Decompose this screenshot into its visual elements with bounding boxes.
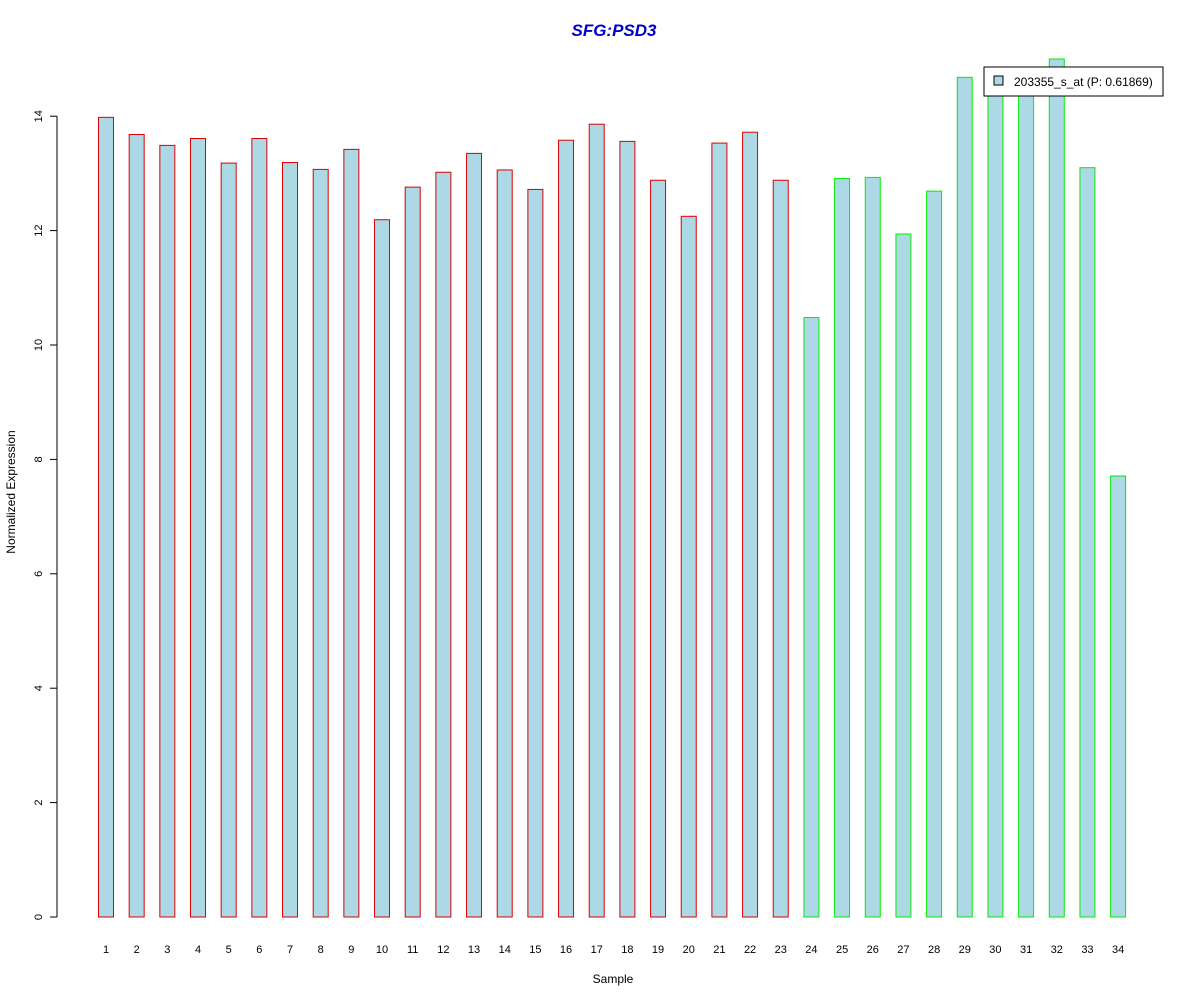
- x-tick-label: 17: [591, 944, 603, 956]
- bar: [220, 162, 237, 918]
- x-tick-label: 29: [959, 944, 971, 956]
- x-tick-label: 10: [376, 944, 388, 956]
- legend-swatch: [993, 75, 1004, 86]
- bar: [374, 219, 391, 918]
- x-tick-label: 12: [437, 944, 449, 956]
- y-tick-label: 14: [33, 110, 45, 122]
- bar: [435, 171, 452, 918]
- x-tick-label: 30: [989, 944, 1001, 956]
- x-tick-label: 15: [529, 944, 541, 956]
- x-tick-label: 9: [348, 944, 354, 956]
- bar: [190, 138, 207, 918]
- x-tick-label: 28: [928, 944, 940, 956]
- bar: [956, 76, 973, 918]
- bar: [558, 139, 575, 918]
- y-tick-label: 10: [33, 339, 45, 351]
- x-axis-title: Sample: [593, 972, 634, 986]
- legend-label: 203355_s_at (P: 0.61869): [1014, 75, 1153, 89]
- bar: [1110, 475, 1127, 918]
- x-tick-label: 27: [897, 944, 909, 956]
- x-tick-label: 4: [195, 944, 201, 956]
- x-tick-label: 22: [744, 944, 756, 956]
- y-tick-label: 2: [33, 800, 45, 806]
- bar: [128, 134, 145, 918]
- x-tick-label: 33: [1081, 944, 1093, 956]
- bars: [98, 58, 1127, 918]
- bar: [282, 162, 299, 918]
- y-tick-label: 8: [33, 456, 45, 462]
- x-tick-label: 6: [256, 944, 262, 956]
- bar: [466, 152, 483, 918]
- x-tick-label: 23: [775, 944, 787, 956]
- bar: [742, 131, 759, 918]
- bar: [588, 123, 605, 918]
- y-axis-title: Normalized Expression: [4, 430, 18, 553]
- bar: [159, 144, 176, 918]
- x-tick-label: 14: [499, 944, 511, 956]
- chart-title: SFG:PSD3: [571, 21, 657, 40]
- y-tick-label: 6: [33, 571, 45, 577]
- x-tick-label: 5: [226, 944, 232, 956]
- x-tick-label: 25: [836, 944, 848, 956]
- bar: [251, 138, 268, 918]
- x-tick-label: 8: [318, 944, 324, 956]
- bar: [343, 148, 360, 918]
- x-tick-label: 34: [1112, 944, 1124, 956]
- bar: [680, 215, 697, 918]
- bar: [711, 142, 728, 918]
- x-tick-labels: 1 2 3 4 5 6 7 8 9 10 11 12 13 14 15 16 17 18 19 20 21 22 23 24 2…: [103, 944, 1124, 956]
- x-tick-label: 31: [1020, 944, 1032, 956]
- x-tick-label: 16: [560, 944, 572, 956]
- bar: [98, 116, 114, 918]
- bar: [619, 140, 636, 918]
- x-tick-label: 11: [407, 944, 418, 956]
- bar: [834, 178, 851, 918]
- bar: [987, 87, 1004, 918]
- x-tick-label: 7: [287, 944, 293, 956]
- y-tick-label: 12: [33, 224, 45, 236]
- bar: [312, 168, 329, 918]
- y-axis: 0 2 4 6 8 10 12 14: [33, 110, 58, 920]
- x-tick-label: 26: [867, 944, 879, 956]
- x-tick-label: 24: [805, 944, 817, 956]
- bar: [404, 186, 421, 918]
- bar: [772, 179, 789, 918]
- bar: [1018, 92, 1035, 918]
- bar: [1079, 167, 1096, 918]
- bar: [895, 233, 912, 918]
- x-tick-label: 32: [1051, 944, 1063, 956]
- x-tick-label: 19: [652, 944, 664, 956]
- x-tick-label: 3: [164, 944, 170, 956]
- bar: [926, 190, 943, 918]
- x-tick-label: 13: [468, 944, 480, 956]
- x-tick-label: 2: [134, 944, 140, 956]
- bar: [864, 176, 881, 918]
- bar: [803, 317, 820, 918]
- legend: 203355_s_at (P: 0.61869): [983, 66, 1164, 97]
- bar: [650, 179, 667, 918]
- bar: [496, 169, 513, 918]
- bar: [527, 188, 544, 918]
- x-tick-label: 21: [713, 944, 725, 956]
- y-tick-label: 0: [33, 914, 45, 920]
- legend-box: [983, 66, 1164, 97]
- y-tick-label: 4: [33, 685, 45, 691]
- x-tick-label: 18: [621, 944, 633, 956]
- x-tick-label: 1: [103, 944, 109, 956]
- x-tick-label: 20: [683, 944, 695, 956]
- bar: [1048, 58, 1065, 918]
